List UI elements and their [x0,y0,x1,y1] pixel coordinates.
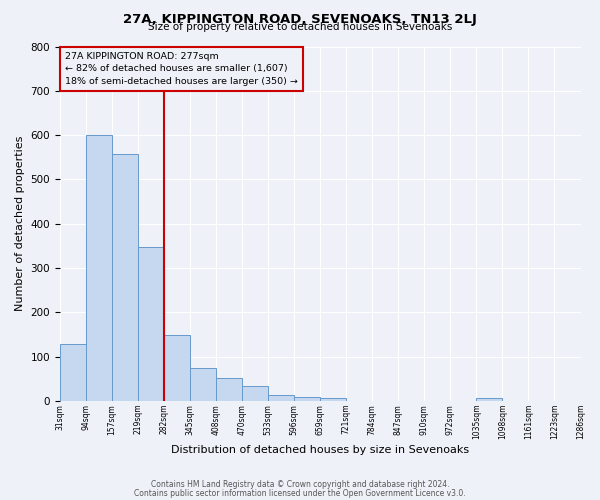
Text: Contains HM Land Registry data © Crown copyright and database right 2024.: Contains HM Land Registry data © Crown c… [151,480,449,489]
Bar [216,378,242,401]
Bar [320,398,346,401]
Bar [294,396,320,401]
Text: 27A KIPPINGTON ROAD: 277sqm
← 82% of detached houses are smaller (1,607)
18% of : 27A KIPPINGTON ROAD: 277sqm ← 82% of det… [65,52,298,86]
Bar [476,398,502,401]
Bar [164,334,190,401]
X-axis label: Distribution of detached houses by size in Sevenoaks: Distribution of detached houses by size … [171,445,469,455]
Y-axis label: Number of detached properties: Number of detached properties [15,136,25,312]
Bar [86,135,112,401]
Bar [138,247,164,401]
Bar [190,368,216,401]
Bar [242,386,268,401]
Text: Size of property relative to detached houses in Sevenoaks: Size of property relative to detached ho… [148,22,452,32]
Bar [60,344,86,401]
Bar [268,395,294,401]
Text: 27A, KIPPINGTON ROAD, SEVENOAKS, TN13 2LJ: 27A, KIPPINGTON ROAD, SEVENOAKS, TN13 2L… [123,12,477,26]
Bar [112,154,138,401]
Text: Contains public sector information licensed under the Open Government Licence v3: Contains public sector information licen… [134,488,466,498]
